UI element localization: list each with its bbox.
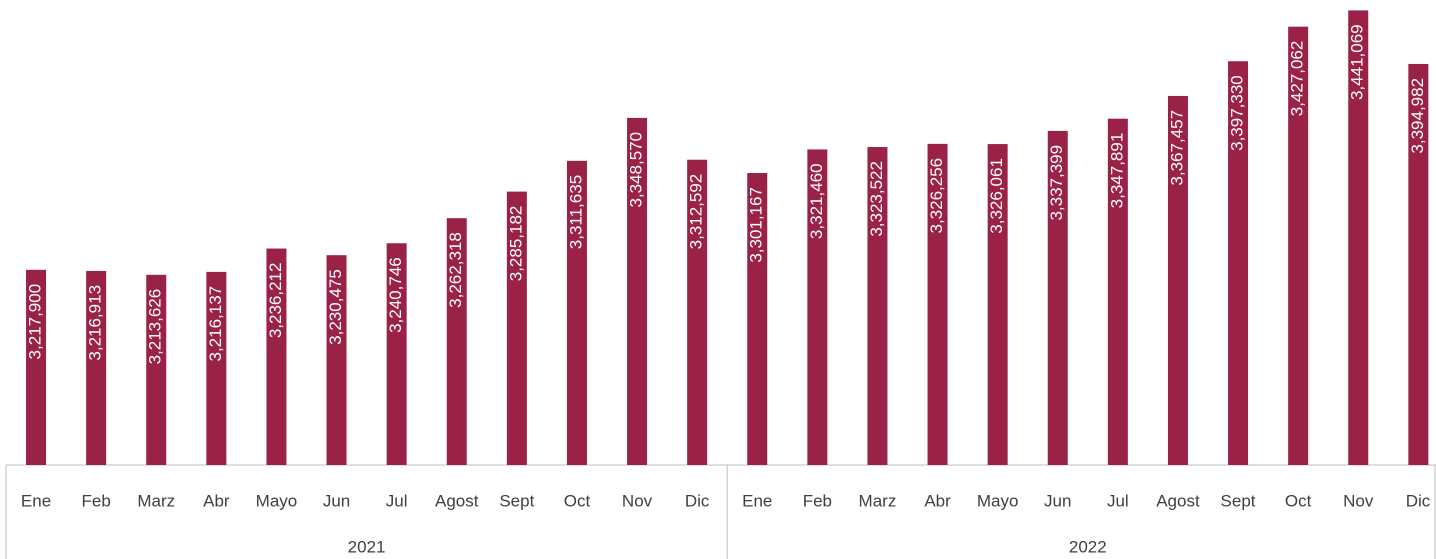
bar — [747, 173, 768, 465]
group-label: 2021 — [348, 537, 386, 556]
x-tick-label: Sept — [1221, 491, 1256, 510]
bar — [1348, 10, 1369, 465]
bar — [807, 149, 828, 466]
x-tick-label: Sept — [499, 491, 534, 510]
value-label: 3,213,626 — [146, 289, 165, 365]
value-label: 3,394,982 — [1408, 78, 1427, 154]
value-label: 3,216,913 — [86, 285, 105, 361]
bar — [26, 269, 47, 465]
x-tick-label: Jun — [323, 491, 350, 510]
value-label: 3,240,746 — [386, 257, 405, 333]
x-tick-label: Dic — [1406, 491, 1431, 510]
value-label: 3,285,182 — [506, 206, 525, 282]
bar — [1107, 118, 1128, 465]
x-tick-label: Jul — [1107, 491, 1129, 510]
value-label: 3,326,061 — [987, 158, 1006, 234]
value-label: 3,323,522 — [867, 161, 886, 237]
bar — [687, 159, 708, 465]
x-tick-label: Mayo — [256, 491, 298, 510]
value-label: 3,311,635 — [566, 175, 585, 249]
group-label: 2022 — [1069, 537, 1107, 556]
x-tick-label: Jun — [1044, 491, 1071, 510]
x-tick-label: Agost — [435, 491, 479, 510]
bar — [506, 191, 527, 465]
x-tick-label: Mayo — [977, 491, 1019, 510]
value-label: 3,367,457 — [1167, 110, 1186, 186]
value-label: 3,347,891 — [1107, 133, 1126, 209]
bar — [446, 218, 467, 465]
x-tick-label: Feb — [82, 491, 111, 510]
value-label: 3,236,212 — [266, 263, 285, 339]
bar — [867, 147, 888, 465]
bar — [86, 270, 107, 465]
x-tick-label: Agost — [1156, 491, 1200, 510]
bar — [326, 255, 347, 465]
x-tick-label: Ene — [742, 491, 772, 510]
x-tick-label: Marz — [137, 491, 175, 510]
x-tick-label: Marz — [859, 491, 897, 510]
bar — [1288, 26, 1309, 465]
value-label: 3,427,062 — [1288, 41, 1307, 117]
value-label: 3,321,460 — [807, 163, 826, 239]
x-tick-label: Abr — [924, 491, 951, 510]
value-label: 3,441,069 — [1348, 24, 1367, 100]
bar — [1047, 130, 1068, 465]
value-label: 3,262,318 — [446, 232, 465, 308]
x-tick-label: Abr — [203, 491, 230, 510]
value-label: 3,301,167 — [747, 187, 766, 263]
x-tick-label: Oct — [564, 491, 591, 510]
bar — [927, 143, 948, 465]
bar — [1167, 95, 1188, 465]
bar — [266, 248, 287, 465]
value-label: 3,397,330 — [1228, 75, 1247, 151]
bar — [386, 243, 407, 465]
x-tick-label: Oct — [1285, 491, 1312, 510]
x-tick-label: Nov — [622, 491, 653, 510]
bar — [1228, 61, 1249, 465]
value-label: 3,230,475 — [326, 269, 345, 345]
x-tick-label: Nov — [1343, 491, 1374, 510]
bar — [146, 274, 167, 465]
bar — [1408, 63, 1429, 465]
bar — [206, 271, 227, 465]
value-label: 3,217,900 — [26, 284, 45, 360]
value-label: 3,312,592 — [687, 174, 706, 250]
bar — [566, 160, 587, 466]
value-label: 3,337,399 — [1047, 145, 1066, 221]
x-tick-label: Feb — [803, 491, 832, 510]
bar — [987, 144, 1008, 465]
x-tick-label: Dic — [685, 491, 710, 510]
bar — [627, 117, 648, 465]
value-label: 3,348,570 — [627, 132, 646, 208]
x-tick-label: Ene — [21, 491, 51, 510]
value-label: 3,216,137 — [206, 286, 225, 362]
value-label: 3,326,256 — [927, 158, 946, 234]
x-tick-label: Jul — [386, 491, 408, 510]
